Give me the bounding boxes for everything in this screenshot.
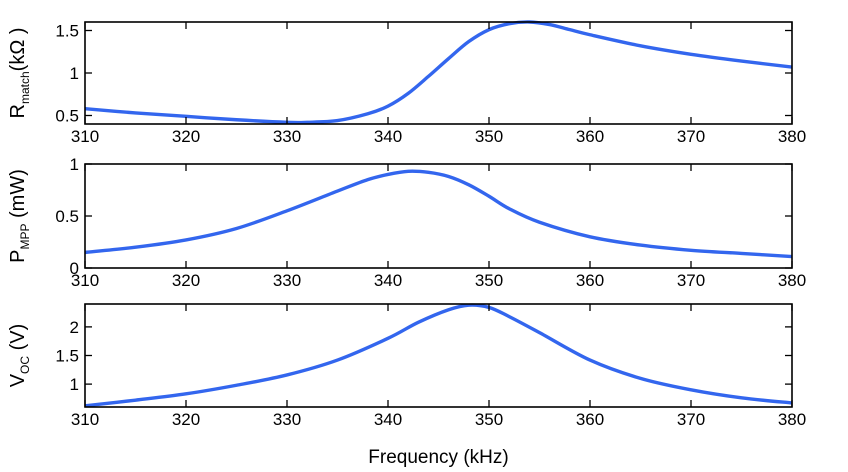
x-tick-label: 350 xyxy=(475,271,503,290)
x-tick-label: 380 xyxy=(778,127,806,146)
subplot-1: 310 320 330 340 350 360 370 380 0.5 1 1.5 Rmatch(kΩ… xyxy=(7,20,806,146)
x-tick-label: 340 xyxy=(374,410,402,429)
y-tick-label: 1.5 xyxy=(55,22,79,41)
subplot-3: 310 320 330 340 350 360 370 380 1 1.5 2 VOC (V) Freq… xyxy=(7,303,806,468)
x-axis-label: Frequency (kHz) xyxy=(368,447,508,468)
x-tick-label: 310 xyxy=(71,127,99,146)
y-axis-label: VOC (V) xyxy=(7,324,32,388)
x-tick-label: 360 xyxy=(576,271,604,290)
x-tick-label: 360 xyxy=(576,127,604,146)
x-tick-label: 360 xyxy=(576,410,604,429)
y-tick-label: 2 xyxy=(70,318,79,337)
x-tick-label: 320 xyxy=(172,410,200,429)
x-tick-label: 320 xyxy=(172,127,200,146)
x-tick-label: 380 xyxy=(778,271,806,290)
x-tick-label: 330 xyxy=(273,127,301,146)
x-tick-label: 320 xyxy=(172,271,200,290)
axes-frame xyxy=(84,21,793,125)
x-tick-label: 310 xyxy=(71,271,99,290)
x-tick-label: 350 xyxy=(475,127,503,146)
y-tick-label: 1 xyxy=(70,155,79,174)
y-tick-label: 0 xyxy=(70,259,79,278)
y-tick-label: 0.5 xyxy=(55,107,79,126)
x-tick-label: 350 xyxy=(475,410,503,429)
subplot-2: 310 320 330 340 350 360 370 380 0 0.5 1 PMPP (mW) xyxy=(7,155,806,290)
x-tick-label: 380 xyxy=(778,410,806,429)
y-axis-label: PMPP (mW) xyxy=(7,169,32,263)
y-tick-label: 1 xyxy=(70,375,79,394)
series-line-2 xyxy=(85,169,792,259)
y-axis-label: Rmatch(kΩ ) xyxy=(7,28,32,119)
x-tick-label: 310 xyxy=(71,410,99,429)
x-tick-label: 370 xyxy=(677,271,705,290)
x-tick-label: 330 xyxy=(273,410,301,429)
axes-frame xyxy=(84,163,793,269)
y-tick-label: 0.5 xyxy=(55,207,79,226)
series-line-1 xyxy=(85,20,792,125)
y-tick-label: 1 xyxy=(70,64,79,83)
x-tick-label: 370 xyxy=(677,410,705,429)
y-tick-label: 1.5 xyxy=(55,347,79,366)
x-tick-label: 370 xyxy=(677,127,705,146)
x-tick-label: 340 xyxy=(374,271,402,290)
x-tick-label: 340 xyxy=(374,127,402,146)
series-line-3 xyxy=(85,303,792,408)
x-tick-label: 330 xyxy=(273,271,301,290)
